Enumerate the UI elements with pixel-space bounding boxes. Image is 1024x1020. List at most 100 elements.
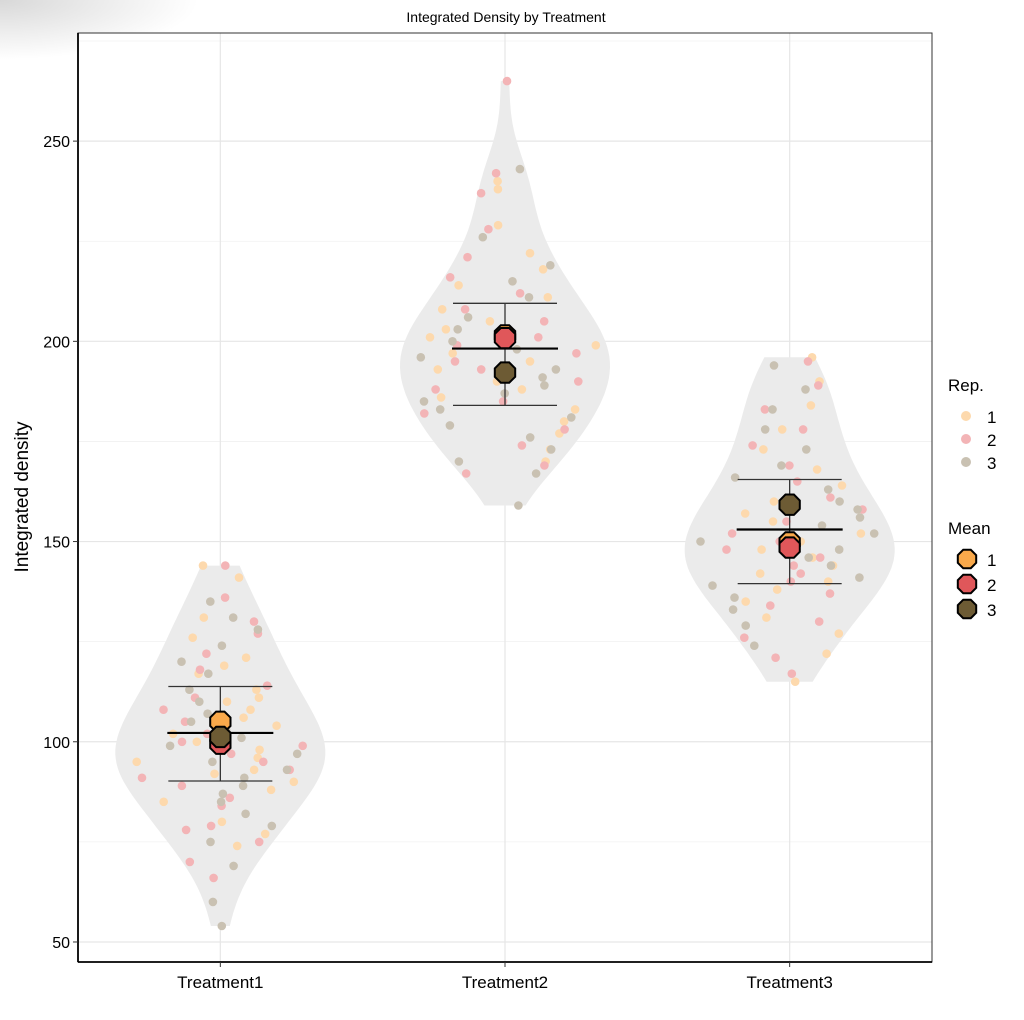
- data-point-rep-3: [514, 501, 523, 510]
- data-point-rep-1: [252, 685, 261, 694]
- data-point-rep-1: [217, 817, 227, 827]
- data-point-rep-1: [762, 613, 771, 622]
- data-point-rep-1: [525, 357, 535, 366]
- data-point-rep-3: [823, 485, 833, 494]
- data-point-rep-3: [208, 757, 217, 767]
- data-point-rep-1: [254, 693, 264, 702]
- data-point-rep-1: [757, 545, 766, 554]
- data-point-rep-1: [239, 713, 248, 722]
- data-point-rep-1: [289, 777, 299, 787]
- data-point-rep-1: [856, 529, 866, 538]
- data-point-rep-1: [222, 697, 232, 706]
- legend-label-mean: 3: [987, 601, 996, 620]
- data-point-rep-3: [217, 921, 227, 931]
- violin-Treatment2: [400, 81, 610, 506]
- data-point-rep-3: [165, 741, 175, 751]
- data-point-rep-1: [436, 393, 446, 402]
- data-point-rep-3: [835, 497, 844, 506]
- data-point-rep-1: [759, 445, 768, 454]
- x-tick-label: Treatment2: [462, 973, 548, 992]
- data-point-rep-3: [204, 669, 213, 678]
- data-point-rep-1: [777, 425, 787, 434]
- data-point-rep-2: [534, 333, 543, 342]
- data-point-rep-1: [249, 765, 259, 775]
- data-point-rep-1: [493, 220, 503, 230]
- data-point-rep-3: [185, 685, 194, 694]
- data-point-rep-3: [817, 521, 827, 530]
- data-point-rep-2: [491, 168, 501, 178]
- data-point-rep-2: [463, 252, 472, 262]
- data-point-rep-3: [292, 749, 302, 759]
- data-point-rep-1: [740, 509, 750, 518]
- data-point-rep-2: [803, 357, 813, 366]
- data-point-rep-2: [825, 589, 835, 598]
- data-point-rep-3: [186, 717, 196, 726]
- data-point-rep-2: [572, 349, 581, 358]
- data-point-rep-3: [237, 733, 246, 743]
- y-axis-label: Integrated density: [12, 421, 33, 573]
- data-point-rep-2: [159, 705, 168, 714]
- data-point-rep-3: [454, 457, 464, 466]
- data-point-rep-1: [493, 176, 502, 186]
- data-point-rep-2: [137, 773, 147, 783]
- data-point-rep-1: [769, 497, 779, 506]
- data-point-rep-3: [217, 641, 227, 650]
- data-point-rep-1: [246, 705, 255, 714]
- legend-key-mean-1: [956, 548, 978, 570]
- data-point-rep-2: [789, 561, 798, 570]
- data-point-rep-2: [420, 409, 429, 418]
- data-point-rep-3: [478, 232, 488, 242]
- data-point-rep-2: [798, 425, 808, 434]
- chart-title: Integrated Density by Treatment: [406, 9, 605, 25]
- legend-title-rep: Rep.: [948, 376, 984, 395]
- data-point-rep-2: [785, 461, 794, 470]
- data-point-rep-3: [218, 789, 228, 799]
- data-point-rep-2: [445, 273, 455, 282]
- data-point-rep-1: [538, 265, 548, 274]
- data-point-rep-1: [812, 465, 822, 474]
- data-point-rep-3: [804, 553, 813, 562]
- rep-mean-3: [778, 493, 801, 516]
- data-point-rep-1: [485, 317, 495, 326]
- data-point-rep-3: [195, 697, 204, 706]
- data-point-rep-2: [202, 649, 211, 658]
- data-point-rep-1: [260, 829, 270, 839]
- data-point-rep-1: [822, 649, 831, 658]
- x-tick-label: Treatment1: [177, 973, 263, 992]
- data-point-rep-2: [771, 653, 780, 662]
- data-point-rep-1: [543, 293, 553, 302]
- data-point-rep-2: [262, 681, 272, 690]
- data-point-rep-1: [559, 417, 569, 426]
- y-tick-label: 200: [43, 334, 70, 351]
- data-point-rep-2: [515, 289, 525, 298]
- data-point-rep-3: [801, 385, 810, 394]
- data-point-rep-3: [546, 445, 556, 454]
- data-point-rep-3: [435, 405, 445, 414]
- data-point-rep-2: [502, 76, 512, 86]
- data-point-rep-1: [272, 721, 281, 730]
- data-point-rep-2: [727, 529, 737, 538]
- data-point-rep-2: [221, 561, 230, 570]
- data-point-rep-3: [203, 709, 212, 718]
- data-point-rep-2: [226, 749, 236, 759]
- data-point-rep-3: [741, 621, 750, 630]
- data-point-rep-3: [855, 513, 865, 522]
- data-point-rep-1: [790, 677, 800, 686]
- data-point-rep-2: [431, 385, 440, 394]
- data-point-rep-1: [433, 365, 443, 374]
- data-point-rep-2: [195, 665, 205, 674]
- data-point-rep-3: [834, 545, 844, 554]
- data-point-rep-2: [484, 224, 493, 234]
- data-point-rep-2: [225, 793, 235, 803]
- y-tick-label: 250: [43, 134, 70, 151]
- legend-label-mean: 1: [987, 551, 996, 570]
- data-point-rep-2: [460, 305, 470, 314]
- data-point-rep-3: [241, 809, 250, 819]
- data-point-rep-2: [760, 405, 770, 414]
- data-point-rep-2: [574, 377, 583, 386]
- data-point-rep-3: [708, 581, 717, 590]
- data-point-rep-3: [238, 781, 248, 791]
- data-point-rep-2: [782, 517, 791, 526]
- data-point-rep-2: [796, 569, 805, 578]
